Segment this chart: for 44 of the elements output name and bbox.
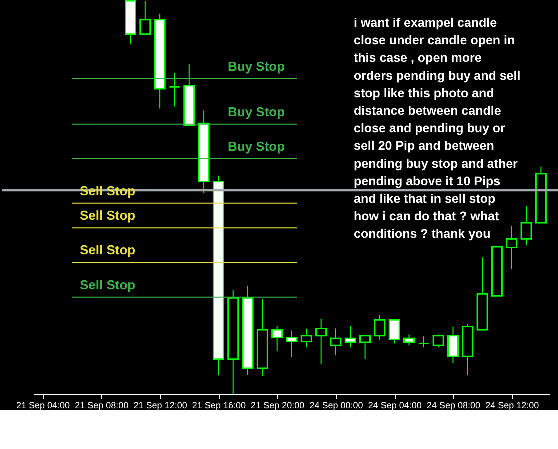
candlestick — [300, 328, 312, 348]
x-tick-label: 21 Sep 04:00 — [16, 400, 70, 410]
x-tick-label: 21 Sep 12:00 — [134, 400, 188, 410]
ref-line-label: Sell Stop — [80, 277, 136, 292]
x-tick-label: 24 Sep 08:00 — [426, 400, 481, 410]
candlestick — [374, 314, 386, 340]
candlestick — [432, 334, 444, 348]
candlestick — [286, 330, 298, 358]
annotation: how i can do that ? what — [354, 210, 500, 224]
annotation: stop like this photo and — [354, 86, 494, 100]
x-tick-label: 21 Sep 16:00 — [192, 400, 246, 410]
ref-line-label: Sell Stop — [80, 208, 136, 224]
annotation: orders pending buy and sell — [354, 68, 521, 83]
candlestick — [344, 326, 356, 348]
x-tick-label: 24 Sep 00:00 — [310, 400, 364, 410]
annotation: close under candle open in — [354, 34, 516, 48]
candlestick — [388, 319, 400, 344]
x-tick-label: 24 Sep 12:00 — [486, 400, 540, 410]
candlestick — [330, 328, 342, 356]
x-tick-label: 21 Sep 08:00 — [75, 400, 129, 410]
annotation: distance between candle — [354, 104, 502, 118]
candlestick — [316, 318, 328, 366]
annotation: conditions ? thank you — [354, 227, 491, 242]
ref-line-label: Buy Stop — [228, 104, 286, 120]
candlestick — [448, 326, 459, 364]
ref-line-label: Buy Stop — [228, 58, 286, 74]
annotation: i want if exampel candle — [354, 16, 498, 30]
x-tick-label: 24 Sep 04:00 — [368, 400, 422, 410]
candlestick — [360, 335, 372, 360]
annotation: close and pending buy or — [354, 122, 506, 136]
annotation: sell 20 Pip and between — [354, 139, 494, 154]
x-tick-label: 21 Sep 20:00 — [251, 400, 305, 410]
ref-line-label: Buy Stop — [228, 138, 286, 154]
candlestick — [404, 334, 416, 346]
candlestick — [168, 72, 180, 108]
ref-line-label: Sell Stop — [80, 242, 136, 258]
candlestick — [418, 336, 430, 348]
annotation: and like that in sell stop — [354, 192, 496, 206]
annotation: pending buy stop and ather — [354, 156, 518, 171]
candlestick — [272, 326, 284, 352]
annotation: this case , open more — [354, 51, 482, 66]
candlestick — [506, 226, 518, 270]
candlestick — [520, 206, 532, 246]
annotation: pending above it 10 Pips — [354, 174, 501, 188]
